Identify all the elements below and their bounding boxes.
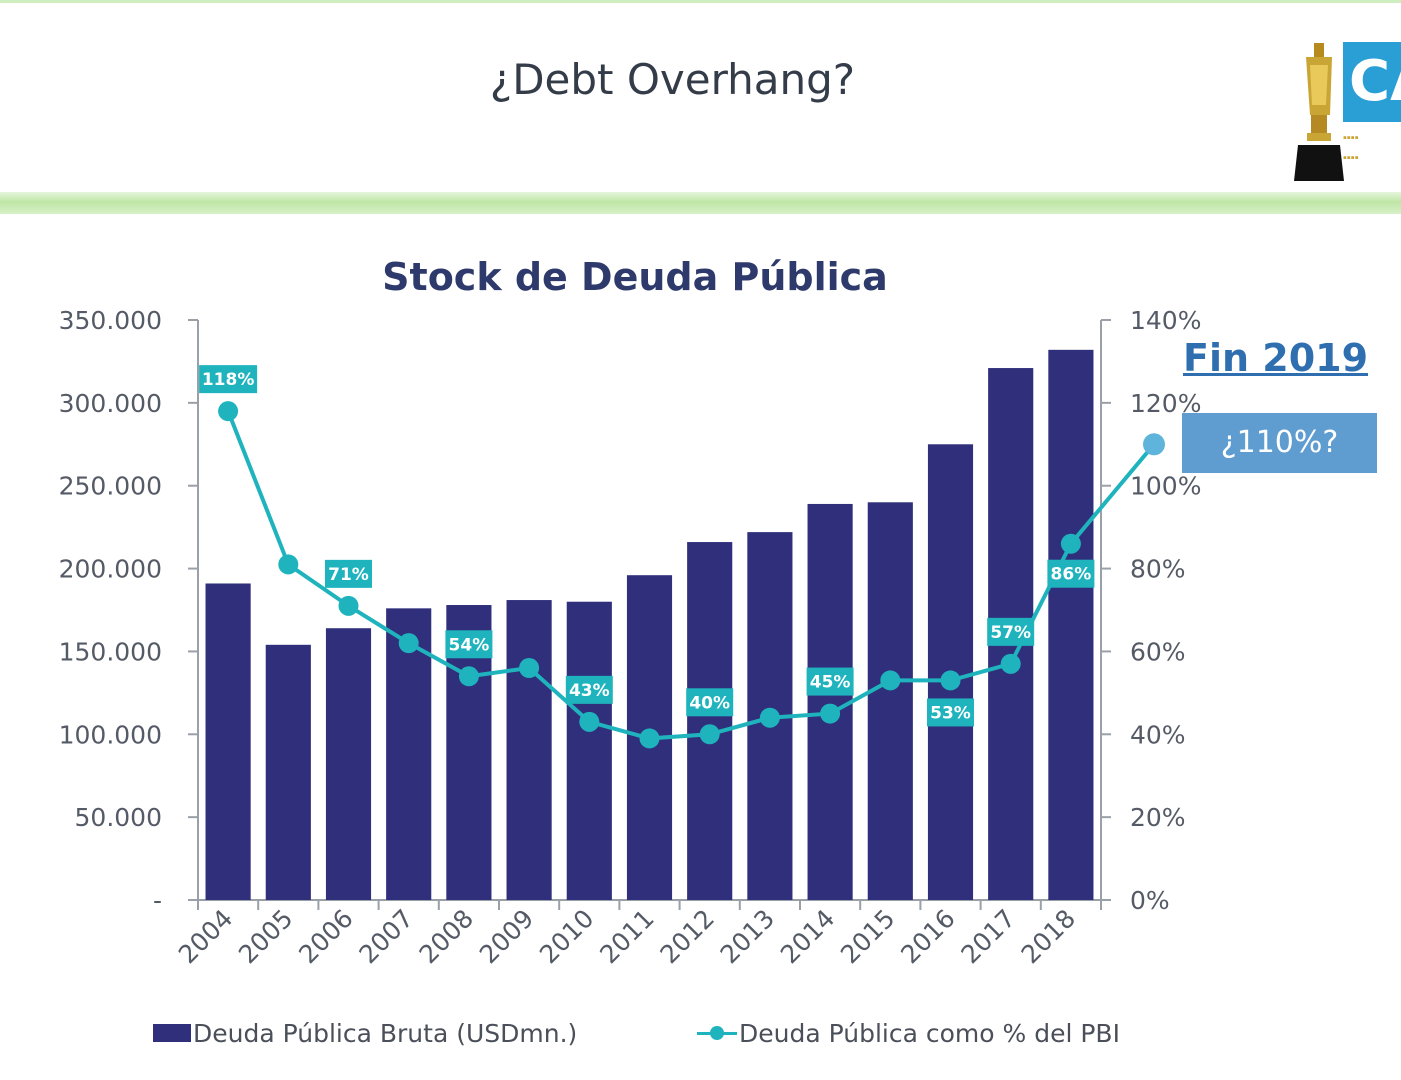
data-label-2004: 118% [202,370,255,390]
data-label-2008: 54% [449,635,490,655]
callout-110: ¿110%? [1182,413,1377,473]
bar-2012 [687,542,733,900]
left-tick-label: 100.000 [59,720,162,749]
bar-2007 [386,608,432,900]
line-point-2016 [940,670,961,691]
left-tick-label: 200.000 [59,555,162,584]
bar-2006 [325,628,372,900]
data-label-2010: 43% [569,681,610,701]
logo-text: CA [1343,42,1401,122]
line-point-2011 [639,728,660,749]
line-point-2008 [458,666,479,687]
legend-item-line: Deuda Pública como % del PBI [697,1015,1120,1051]
right-tick-label: 60% [1130,637,1186,666]
left-tick-label: 300.000 [59,389,162,418]
bar-2018 [1048,349,1094,900]
data-label-box-2008 [445,630,493,659]
left-tick-label: 350.000 [59,306,162,335]
data-label-box-2004 [199,365,258,394]
legend-bar-swatch [153,1024,191,1042]
bar-2010 [566,601,612,900]
x-tick-label: 2017 [955,904,1020,969]
line-point-fin-2019 [1143,433,1165,456]
fin-2019-label: Fin 2019 [1183,336,1369,380]
bar-2005 [265,644,311,900]
left-tick-label: 50.000 [75,803,162,832]
x-tick-label: 2010 [534,904,599,969]
data-label-box-2006 [325,559,372,588]
line-point-2014 [820,703,841,724]
line-series-path [226,410,1156,741]
line-point-2007 [398,633,419,654]
bar-2014 [807,503,853,900]
data-label-2014: 45% [810,673,851,693]
data-label-2006: 71% [328,565,369,585]
x-tick-label: 2004 [173,904,238,969]
bar-2015 [867,502,913,900]
data-label-box-2010 [565,675,613,704]
line-point-2015 [880,670,901,691]
legend-label-line: Deuda Pública como % del PBI [739,1018,1120,1048]
right-tick-label: 20% [1130,803,1186,832]
data-label-box-2012 [686,688,734,717]
legend-label-bars: Deuda Pública Bruta (USDmn.) [193,1018,578,1048]
data-label-box-2018 [1047,559,1095,588]
right-tick-label: 80% [1130,555,1186,584]
x-tick-label: 2008 [414,904,479,969]
chart-title: Stock de Deuda Pública [382,255,888,299]
x-tick-label: 2011 [594,904,659,969]
top-accent-line [0,0,1401,3]
x-tick-label: 2013 [715,904,780,969]
left-tick-label: 250.000 [59,472,162,501]
line-point-2018 [1060,533,1081,554]
data-label-2012: 40% [689,693,730,713]
x-tick-label: 2015 [835,904,900,969]
line-point-2010 [579,711,600,732]
line-point-2012 [699,724,720,745]
legend-line-swatch [697,1023,737,1043]
data-label-2017: 57% [990,623,1031,643]
data-label-box-2014 [806,667,854,696]
x-tick-label: 2005 [233,904,298,969]
data-label-box-2017 [987,617,1035,646]
x-tick-label: 2007 [353,904,418,969]
data-label-box-2016 [927,698,974,727]
legend-item-bars: Deuda Pública Bruta (USDmn.) [153,1015,577,1051]
slide-title: ¿Debt Overhang? [489,55,856,104]
line-point-2004 [218,401,239,422]
line-point-2013 [759,707,780,728]
line-point-2009 [519,658,540,678]
left-tick-label: 150.000 [59,637,162,666]
right-tick-label: 0% [1130,886,1170,915]
x-tick-label: 2009 [474,904,539,969]
line-point-2006 [338,595,359,616]
bar-2004 [205,583,251,900]
x-tick-label: 2006 [293,904,358,969]
line-point-2017 [1000,653,1021,674]
x-tick-label: 2014 [775,904,840,969]
line-point-2005 [278,554,299,575]
data-label-2016: 53% [930,703,971,723]
x-tick-label: 2012 [654,904,719,969]
left-tick-label: - [153,886,162,915]
right-tick-label: 140% [1130,306,1201,335]
x-tick-label: 2016 [895,904,960,969]
x-tick-label: 2018 [1016,904,1081,969]
data-label-2018: 86% [1051,565,1092,585]
logo-subtext: ▪▪▪▪ ▪▪▪▪ [1343,132,1359,164]
trophy-icon [1294,43,1344,181]
right-tick-label: 100% [1130,472,1201,501]
header-divider [0,192,1401,214]
bar-2009 [506,600,552,900]
right-tick-label: 40% [1130,720,1186,749]
